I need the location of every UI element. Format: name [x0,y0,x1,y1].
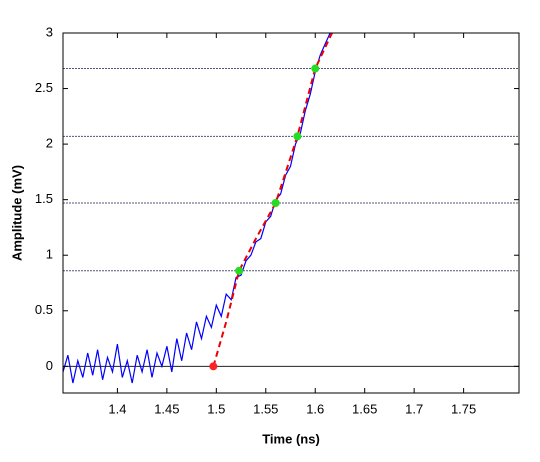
axes-box [62,32,520,394]
y-tick-label: 2.5 [35,80,53,95]
y-tick-label: 0.5 [35,302,53,317]
x-tick-label: 1.55 [253,401,278,416]
data-point [293,132,302,141]
plot-area [63,33,519,384]
data-point [235,266,244,275]
y-tick-label: 0 [46,358,53,373]
fit-line [212,33,333,367]
x-tick-label: 1.6 [306,401,324,416]
y-tick-label: 2 [46,136,53,151]
x-tick-label: 1.5 [207,401,225,416]
y-tick-label: 1.5 [35,191,53,206]
y-tick-label: 3 [46,24,53,39]
y-axis-label: Amplitude (mV) [9,165,24,261]
x-tick-label: 1.65 [352,401,377,416]
x-axis-label: Time (ns) [262,431,320,446]
x-tick-label: 1.4 [108,401,126,416]
data-point [209,362,218,371]
y-tick-label: 1 [46,247,53,262]
x-tick-label: 1.45 [154,401,179,416]
data-point [311,64,320,73]
data-point [271,199,280,207]
x-tick-label: 1.75 [451,401,476,416]
x-tick-label: 1.7 [405,401,423,416]
